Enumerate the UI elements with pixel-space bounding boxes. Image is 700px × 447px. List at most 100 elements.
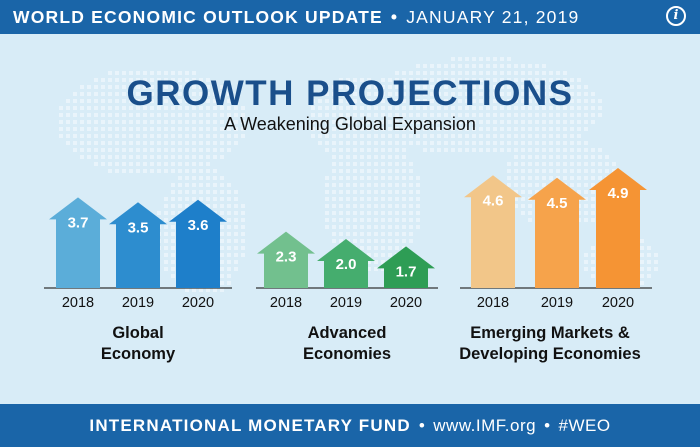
map-dot bbox=[108, 155, 112, 159]
map-dot bbox=[122, 155, 126, 159]
map-dot bbox=[514, 134, 518, 138]
map-dot bbox=[360, 169, 364, 173]
map-dot bbox=[206, 113, 210, 117]
map-dot bbox=[108, 127, 112, 131]
map-dot bbox=[437, 78, 441, 82]
map-dot bbox=[451, 148, 455, 152]
map-dot bbox=[115, 113, 119, 117]
map-dot bbox=[171, 239, 175, 243]
map-dot bbox=[108, 71, 112, 75]
info-icon[interactable]: i bbox=[666, 6, 686, 26]
map-dot bbox=[241, 239, 245, 243]
map-dot bbox=[556, 106, 560, 110]
map-dot bbox=[227, 232, 231, 236]
map-dot bbox=[598, 113, 602, 117]
map-dot bbox=[115, 148, 119, 152]
map-dot bbox=[584, 127, 588, 131]
map-dot bbox=[381, 106, 385, 110]
map-dot bbox=[206, 204, 210, 208]
map-dot bbox=[451, 78, 455, 82]
map-dot bbox=[332, 225, 336, 229]
map-dot bbox=[507, 176, 511, 180]
map-dot bbox=[542, 113, 546, 117]
map-dot bbox=[220, 281, 224, 285]
map-dot bbox=[584, 176, 588, 180]
map-dot bbox=[164, 267, 168, 271]
map-dot bbox=[171, 92, 175, 96]
map-dot bbox=[185, 134, 189, 138]
map-dot bbox=[150, 141, 154, 145]
tick-label: 2018 bbox=[270, 295, 302, 311]
map-dot bbox=[430, 127, 434, 131]
map-dot bbox=[101, 148, 105, 152]
map-dot bbox=[122, 106, 126, 110]
map-dot bbox=[101, 127, 105, 131]
map-dot bbox=[143, 134, 147, 138]
map-dot bbox=[514, 176, 518, 180]
map-dot bbox=[388, 211, 392, 215]
map-dot bbox=[199, 85, 203, 89]
map-dot bbox=[416, 218, 420, 222]
map-dot bbox=[465, 78, 469, 82]
tick-label: 2018 bbox=[62, 295, 94, 311]
map-dot bbox=[423, 78, 427, 82]
map-dot bbox=[227, 99, 231, 103]
map-dot bbox=[584, 204, 588, 208]
map-dot bbox=[360, 218, 364, 222]
map-dot bbox=[360, 162, 364, 166]
map-dot bbox=[164, 71, 168, 75]
map-dot bbox=[367, 127, 371, 131]
map-dot bbox=[206, 127, 210, 131]
map-dot bbox=[395, 85, 399, 89]
map-dot bbox=[381, 120, 385, 124]
map-dot bbox=[241, 211, 245, 215]
map-dot bbox=[507, 162, 511, 166]
map-dot bbox=[185, 169, 189, 173]
map-dot bbox=[80, 120, 84, 124]
map-dot bbox=[563, 176, 567, 180]
map-dot bbox=[199, 183, 203, 187]
map-dot bbox=[654, 267, 658, 271]
map-dot bbox=[535, 155, 539, 159]
map-dot bbox=[353, 85, 357, 89]
map-dot bbox=[388, 218, 392, 222]
map-dot bbox=[178, 190, 182, 194]
map-dot bbox=[234, 253, 238, 257]
map-dot bbox=[381, 162, 385, 166]
map-dot bbox=[206, 85, 210, 89]
map-dot bbox=[381, 190, 385, 194]
map-dot bbox=[367, 99, 371, 103]
map-dot bbox=[339, 239, 343, 243]
map-dot bbox=[563, 106, 567, 110]
map-dot bbox=[213, 85, 217, 89]
map-dot bbox=[234, 246, 238, 250]
footer-text: INTERNATIONAL MONETARY FUND • www.IMF.org •… bbox=[0, 404, 700, 447]
map-dot bbox=[535, 64, 539, 68]
map-dot bbox=[339, 169, 343, 173]
map-dot bbox=[213, 288, 217, 292]
map-dot bbox=[136, 78, 140, 82]
map-dot bbox=[94, 99, 98, 103]
map-dot bbox=[507, 78, 511, 82]
map-dot bbox=[521, 190, 525, 194]
map-dot bbox=[458, 148, 462, 152]
map-dot bbox=[402, 183, 406, 187]
map-dot bbox=[150, 169, 154, 173]
footer-url-link[interactable]: www.IMF.org bbox=[433, 416, 537, 435]
map-dot bbox=[108, 92, 112, 96]
map-dot bbox=[150, 127, 154, 131]
map-dot bbox=[136, 106, 140, 110]
map-dot bbox=[465, 92, 469, 96]
map-dot bbox=[486, 127, 490, 131]
map-dot bbox=[381, 204, 385, 208]
map-dot bbox=[185, 155, 189, 159]
map-dot bbox=[402, 218, 406, 222]
map-dot bbox=[339, 225, 343, 229]
map-dot bbox=[451, 92, 455, 96]
map-dot bbox=[584, 92, 588, 96]
map-dot bbox=[500, 78, 504, 82]
map-dot bbox=[220, 134, 224, 138]
map-dot bbox=[213, 148, 217, 152]
map-dot bbox=[108, 169, 112, 173]
map-dot bbox=[493, 141, 497, 145]
